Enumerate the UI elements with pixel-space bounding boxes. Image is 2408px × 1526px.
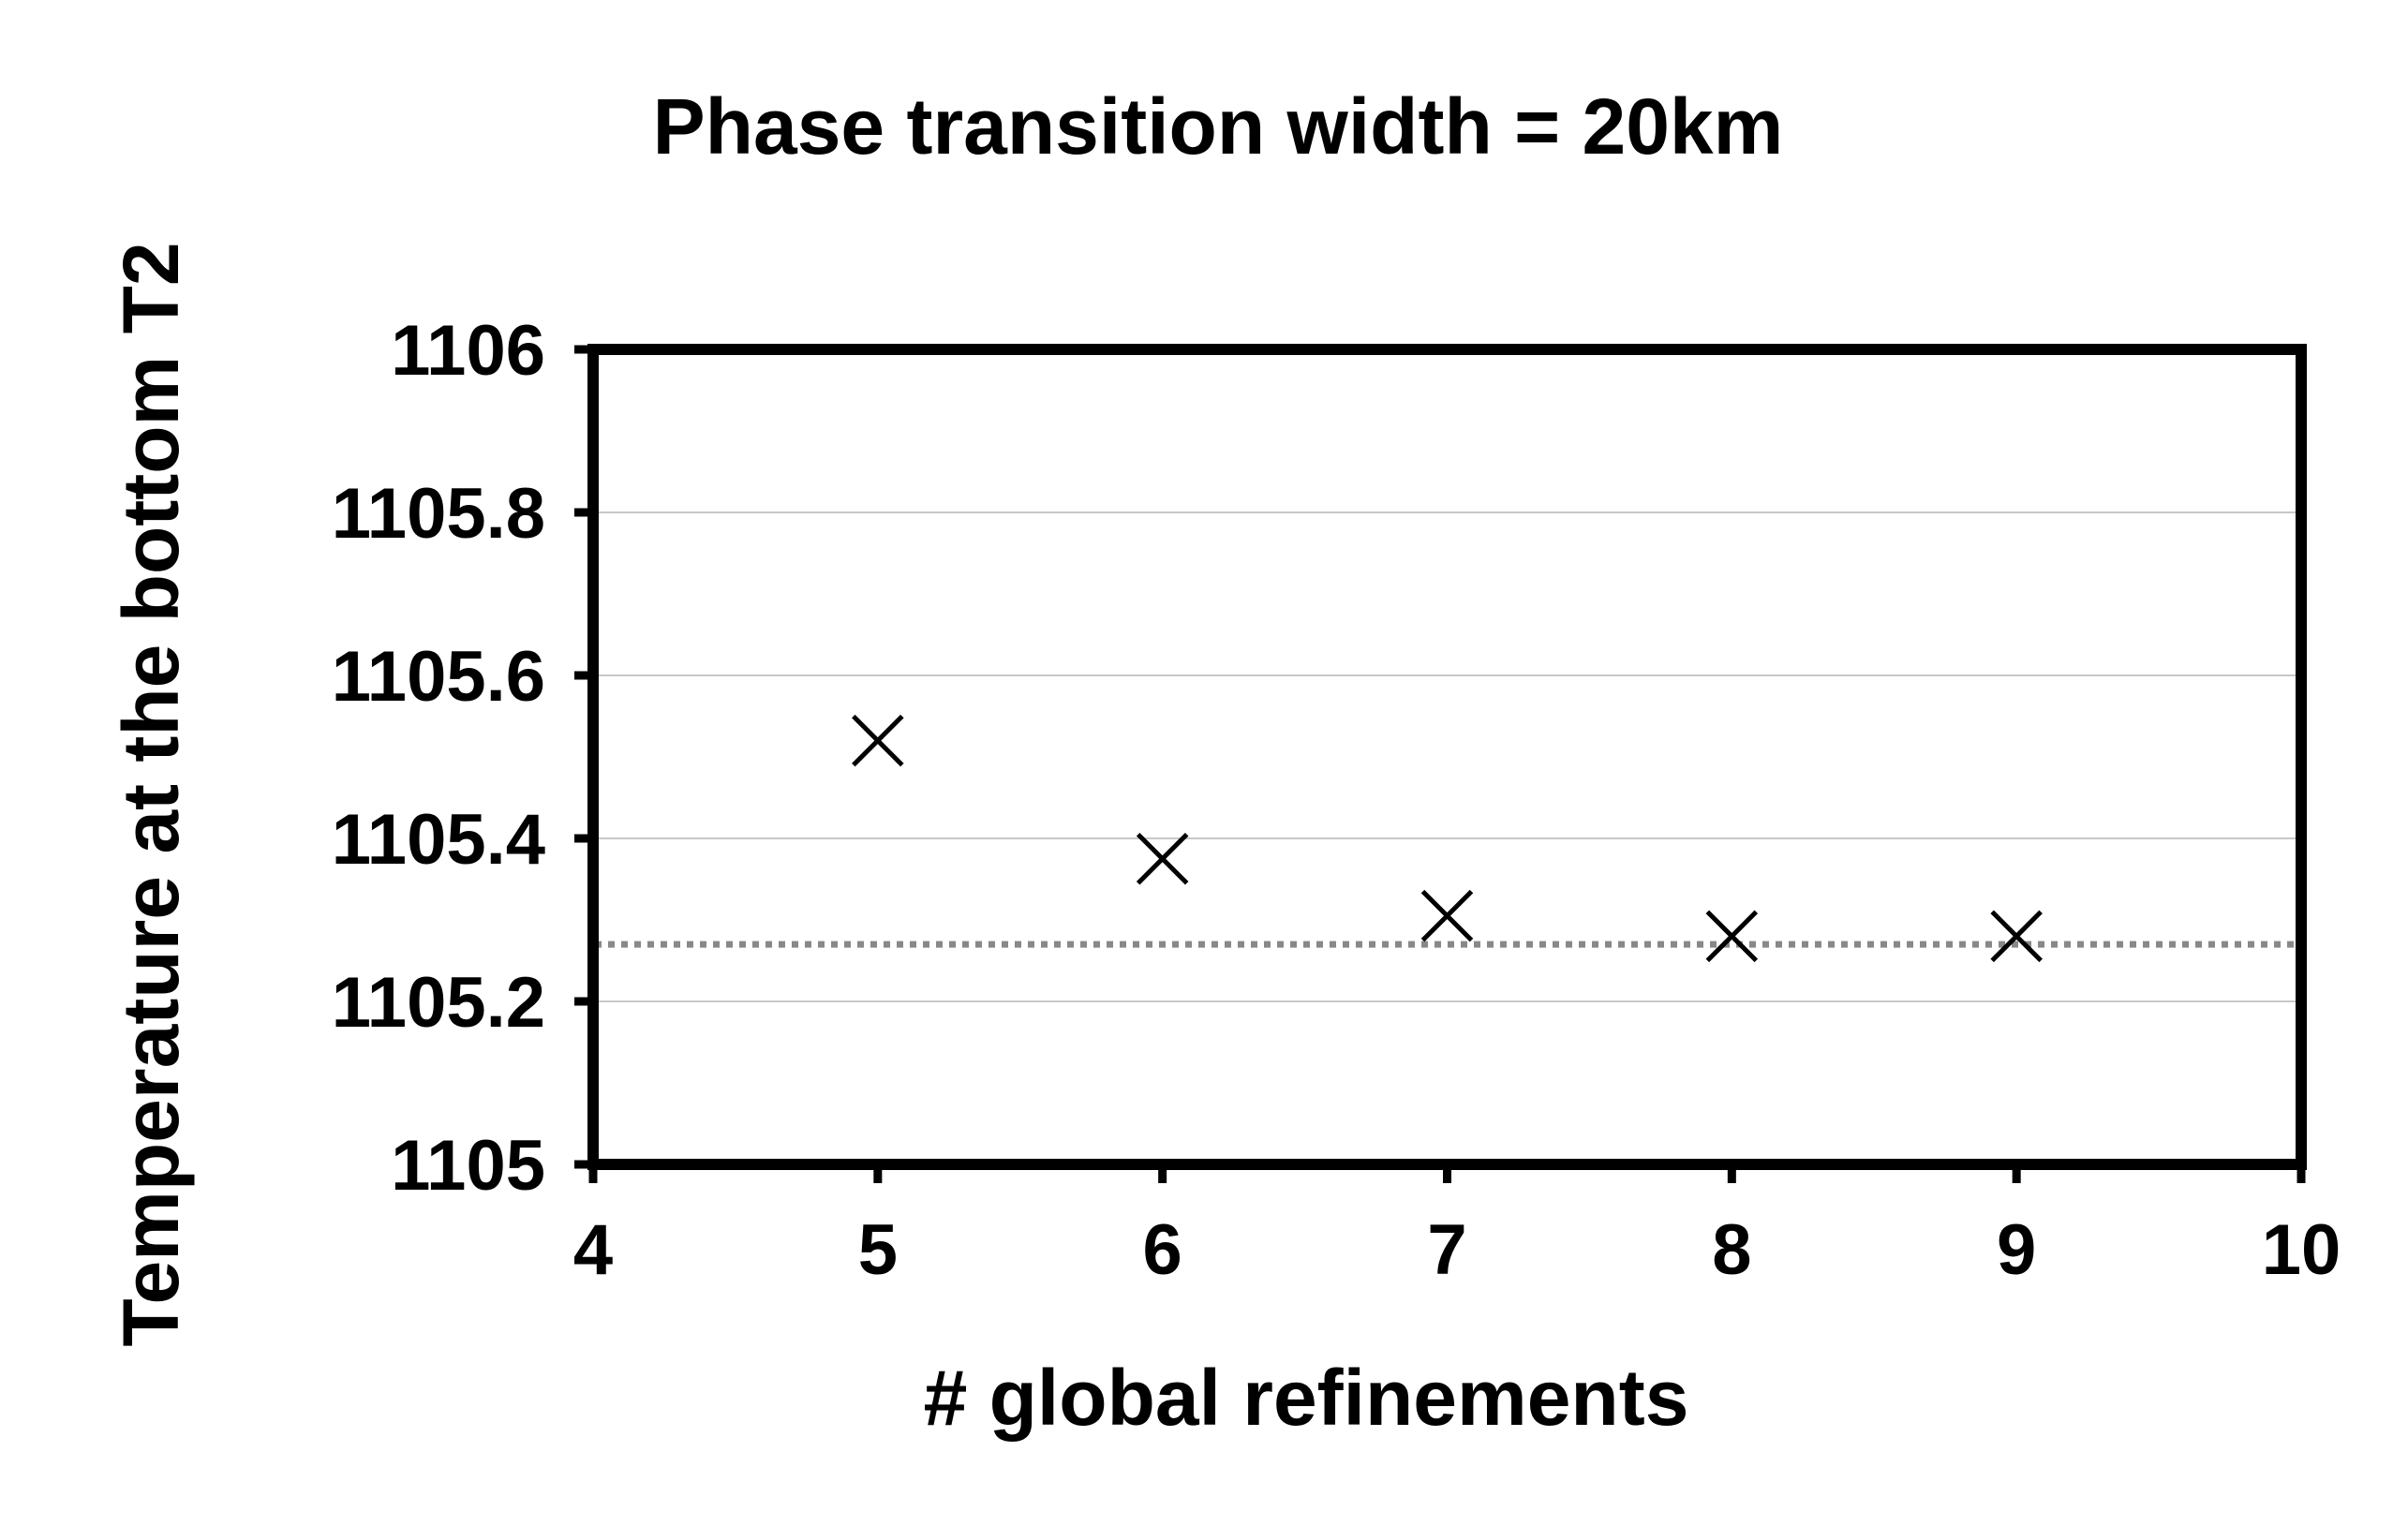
x-tick-label: 5: [858, 1210, 898, 1290]
x-axis-ticks: 4 5 6 7 8 9 10: [573, 1164, 2341, 1290]
y-tick-label: 1105.8: [332, 474, 545, 554]
data-points: [852, 714, 2043, 963]
gridlines: [593, 511, 2301, 1002]
x-tick-label: 10: [2262, 1210, 2341, 1290]
x-tick-label: 4: [573, 1210, 613, 1290]
x-tick-label: 7: [1427, 1210, 1466, 1290]
chart-title: Phase transition width = 20km: [653, 82, 1784, 170]
data-point-marker: [1420, 889, 1474, 942]
y-tick-label: 1105.2: [332, 963, 545, 1043]
y-axis-ticks: 1105 1105.2 1105.4 1105.6 1105.8 1106: [332, 311, 593, 1206]
x-tick-label: 8: [1712, 1210, 1751, 1290]
y-axis-label: Temperature at the bottom T2: [107, 242, 195, 1346]
y-tick-label: 1105: [391, 1126, 545, 1206]
data-point-marker: [852, 714, 904, 767]
data-point-marker: [1990, 910, 2043, 963]
y-tick-label: 1106: [391, 311, 545, 391]
data-point-marker: [1136, 832, 1189, 885]
x-tick-label: 9: [1997, 1210, 2036, 1290]
x-tick-label: 6: [1143, 1210, 1182, 1290]
x-axis-label: # global refinements: [924, 1354, 1689, 1442]
data-point-marker: [1705, 910, 1759, 963]
y-tick-label: 1105.6: [332, 637, 545, 717]
y-tick-label: 1105.4: [332, 800, 545, 880]
